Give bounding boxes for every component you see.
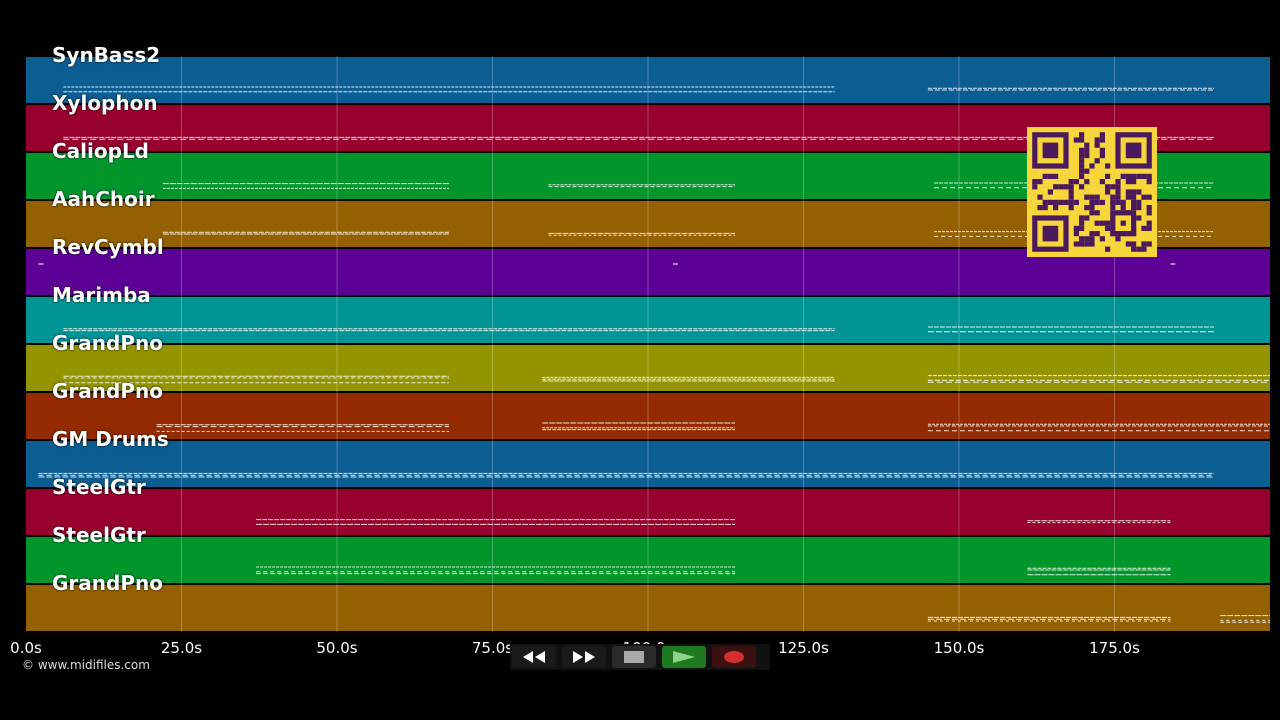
track-label: RevCymbl (52, 235, 164, 259)
record-button[interactable] (712, 646, 756, 668)
track-label: GrandPno (52, 379, 163, 403)
track-label: SteelGtr (52, 475, 146, 499)
track-row (26, 489, 1270, 535)
note-segment (256, 566, 736, 575)
note-segment (934, 231, 1215, 237)
track-row (26, 585, 1270, 631)
note-segment (1027, 520, 1171, 524)
play-icon (673, 651, 695, 663)
fast-forward-icon (573, 651, 595, 663)
stop-button[interactable] (612, 646, 656, 668)
note-segment (162, 183, 449, 189)
note-segment (927, 87, 1215, 91)
play-button[interactable] (662, 646, 706, 668)
time-tick-label: 75.0s (471, 639, 514, 657)
time-tick-label: 50.0s (316, 639, 358, 657)
note-segment (927, 326, 1215, 333)
track-label: Marimba (52, 283, 151, 307)
track-label: GrandPno (52, 571, 163, 595)
time-tick-label: 0.0s (10, 639, 42, 657)
track-label: CaliopLd (52, 139, 150, 163)
track-label: GrandPno (52, 331, 163, 355)
track-label: AahChoir (52, 187, 155, 211)
track-row (26, 537, 1270, 583)
track-row (26, 441, 1270, 487)
transport-controls (510, 644, 770, 670)
track-row (26, 57, 1270, 103)
track-label: Xylophon (52, 91, 158, 115)
note-segment (63, 86, 835, 93)
time-tick-label: 175.0s (1089, 639, 1140, 657)
copyright-text: © www.midifiles.com (22, 658, 150, 672)
stop-icon (624, 651, 644, 663)
time-grid (181, 56, 1115, 632)
note-segment (1027, 567, 1171, 576)
time-tick-label: 25.0s (160, 639, 203, 657)
track-label: SynBass2 (52, 43, 161, 67)
track-row (26, 345, 1270, 391)
record-icon (724, 651, 744, 663)
note-segment (542, 376, 835, 382)
rewind-button[interactable] (512, 646, 556, 668)
fast-forward-button[interactable] (562, 646, 606, 668)
rewind-icon (523, 651, 545, 663)
note-segment (927, 375, 1270, 383)
note-segment (548, 232, 736, 236)
note-segment (156, 424, 449, 432)
note-segment (63, 136, 1215, 140)
track-label: SteelGtr (52, 523, 146, 547)
note-segment (63, 375, 449, 384)
note-segment (38, 472, 1215, 478)
notes-layer (38, 86, 1270, 623)
note-segment (162, 231, 449, 235)
note-segment (256, 519, 736, 525)
note-segment (63, 328, 835, 332)
time-tick-label: 150.0s (933, 639, 985, 657)
note-segment (548, 184, 736, 188)
note-segment (927, 423, 1270, 432)
note-segment (1220, 615, 1270, 623)
qr-code (1027, 127, 1157, 257)
track-row (26, 297, 1270, 343)
note-segment (542, 422, 736, 431)
track-label: GM Drums (52, 427, 169, 451)
time-tick-label: 125.0s (778, 639, 829, 657)
note-segment (927, 616, 1171, 622)
